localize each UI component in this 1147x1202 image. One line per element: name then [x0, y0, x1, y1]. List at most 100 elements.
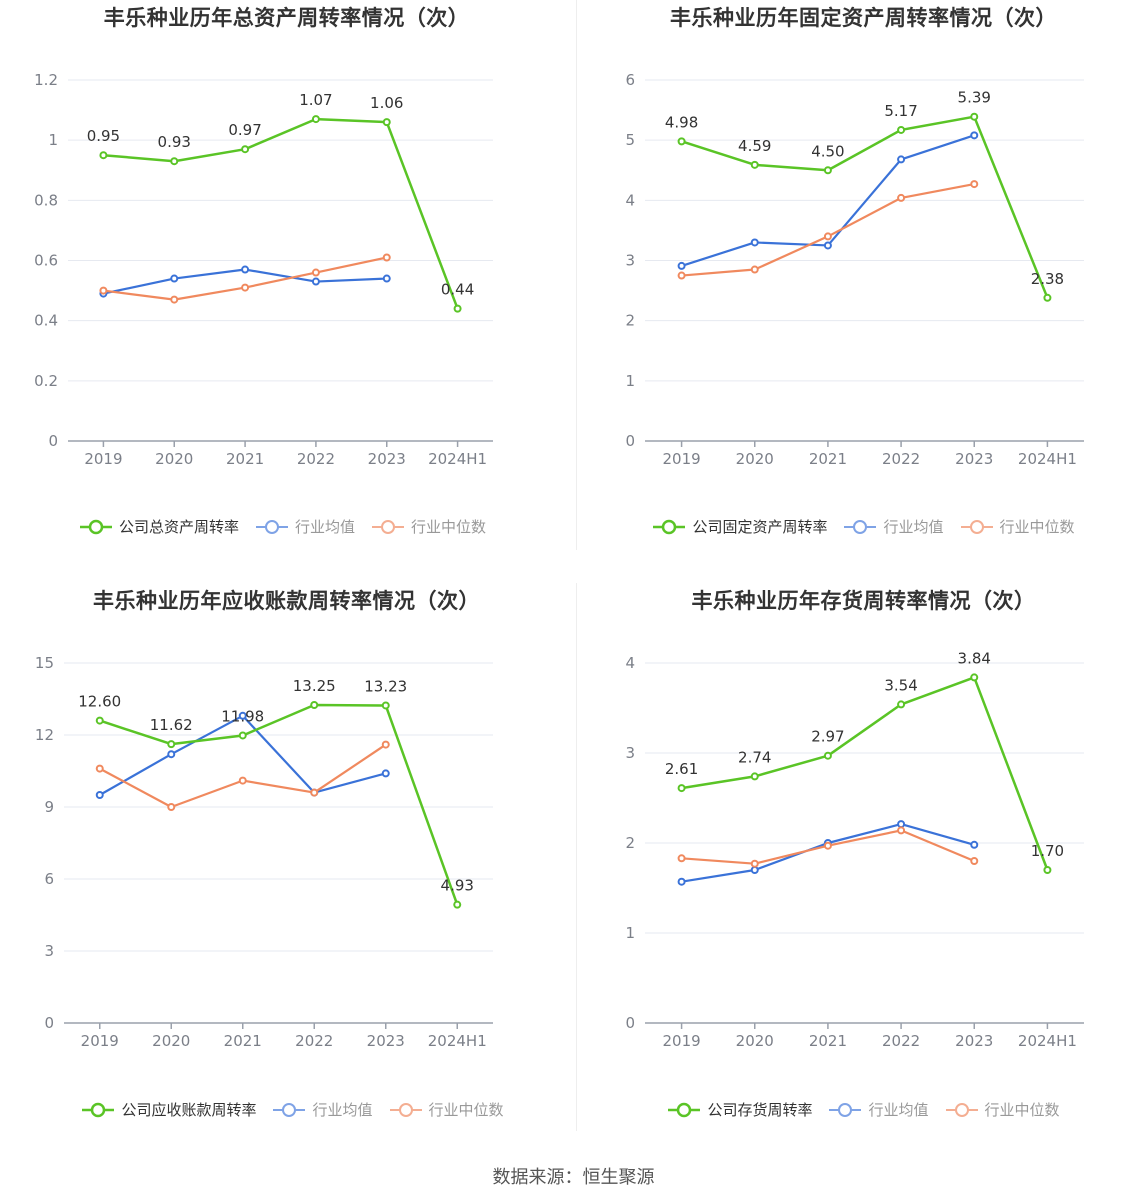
x-tick-label: 2021 — [809, 1032, 847, 1050]
data-point-median — [311, 268, 320, 277]
legend-item-avg[interactable]: 行业均值 — [843, 516, 944, 537]
data-point-avg — [95, 791, 104, 799]
data-point-avg — [382, 274, 391, 283]
chart-legend: 公司存货周转率 行业均值 行业中位数 — [577, 1099, 1147, 1120]
legend-item-company[interactable]: 公司固定资产周转率 — [652, 516, 827, 537]
legend-line-icon — [82, 1102, 115, 1117]
legend-line-icon — [960, 519, 993, 534]
data-label: 5.17 — [884, 102, 917, 120]
data-point-median — [99, 286, 108, 295]
data-point-median — [823, 841, 832, 850]
data-source-note: 数据来源：恒生聚源 — [492, 1167, 655, 1188]
y-tick-label: 6 — [625, 71, 635, 89]
x-tick-label: 2019 — [84, 450, 122, 468]
data-point-median — [750, 265, 759, 274]
chart-legend: 公司总资产周转率 行业均值 行业中位数 — [0, 516, 569, 537]
chart-panel-total-asset: 丰乐种业历年总资产周转率情况（次） 0 0.2 0.4 0.6 0.8 1 1.2 2019 2… — [0, 0, 573, 583]
legend-label: 公司固定资产周转率 — [692, 518, 828, 536]
data-label: 2.38 — [1031, 270, 1064, 288]
legend-item-median[interactable]: 行业中位数 — [389, 1099, 504, 1120]
data-point-median — [897, 193, 906, 202]
line-chart-total-asset: 0 0.2 0.4 0.6 0.8 1 1.2 2019 2020 2021 2022 2023 202… — [34, 71, 493, 468]
data-point-median — [677, 271, 686, 280]
data-point-median — [382, 253, 391, 262]
data-point-company — [453, 900, 462, 909]
chart-panel-receivable: 丰乐种业历年应收账款周转率情况（次） 0 3 6 9 12 15 2019 2020 2021 2… — [0, 583, 573, 1166]
data-label: 12.60 — [78, 693, 121, 711]
x-tick-label: 2024H1 — [1018, 450, 1077, 468]
data-point-company — [970, 112, 979, 121]
series-line-median — [99, 743, 387, 809]
y-tick-label: 0 — [625, 1014, 635, 1032]
chart-title: 丰乐种业历年固定资产周转率情况（次） — [670, 6, 1057, 30]
data-point-median — [167, 803, 176, 811]
legend-item-company[interactable]: 公司存货周转率 — [667, 1099, 812, 1120]
legend-label: 行业中位数 — [411, 518, 487, 536]
chart-title: 丰乐种业历年总资产周转率情况（次） — [103, 6, 470, 30]
x-tick-label: 2024H1 — [428, 1032, 487, 1050]
data-label: 3.84 — [958, 649, 991, 667]
legend-item-avg[interactable]: 行业均值 — [828, 1099, 929, 1120]
data-point-company — [381, 701, 390, 710]
chart-title: 丰乐种业历年应收账款周转率情况（次） — [93, 589, 480, 613]
data-point-avg — [381, 769, 390, 778]
x-tick-label: 2020 — [736, 1032, 774, 1050]
series-line-company — [103, 117, 459, 310]
legend-item-median[interactable]: 行业中位数 — [960, 516, 1075, 537]
data-label: 11.98 — [221, 707, 264, 725]
data-label: 4.59 — [738, 137, 771, 155]
legend-label: 行业中位数 — [984, 1101, 1060, 1119]
legend-item-avg[interactable]: 行业均值 — [255, 516, 355, 537]
legend-label: 公司应收账款周转率 — [121, 1101, 257, 1119]
data-label: 1.06 — [370, 94, 403, 112]
data-point-median — [238, 776, 247, 785]
legend-line-icon — [273, 1102, 306, 1117]
data-point-company — [677, 784, 686, 793]
x-tick-label: 2021 — [226, 450, 264, 468]
legend-item-median[interactable]: 行业中位数 — [371, 516, 486, 537]
x-tick-label: 2023 — [368, 450, 406, 468]
legend-line-icon — [668, 1102, 701, 1117]
data-point-median — [750, 859, 759, 868]
y-tick-label: 3 — [625, 252, 635, 270]
data-point-company — [310, 701, 319, 709]
data-point-median — [241, 283, 250, 292]
data-point-avg — [897, 155, 906, 164]
legend-item-company[interactable]: 公司应收账款周转率 — [81, 1099, 256, 1120]
data-point-company — [823, 166, 832, 175]
data-point-avg — [238, 711, 247, 720]
data-label: 4.98 — [665, 113, 698, 131]
series-line-median — [103, 256, 387, 301]
data-point-median — [823, 232, 832, 241]
x-tick-label: 2024H1 — [428, 450, 487, 468]
data-point-company — [95, 716, 104, 725]
data-label: 0.97 — [228, 121, 261, 139]
y-tick-label: 12 — [35, 726, 54, 744]
y-tick-label: 1 — [625, 372, 635, 390]
x-tick-label: 2023 — [955, 450, 993, 468]
chart-title: 丰乐种业历年存货周转率情况（次） — [691, 589, 1036, 613]
data-label: 0.95 — [87, 127, 120, 145]
legend-item-avg[interactable]: 行业均值 — [272, 1099, 373, 1120]
line-chart-fixed-asset: 0 1 2 3 4 5 6 2019 2020 2021 2022 2023 2024H1 4.98 4.5… — [625, 71, 1084, 468]
data-point-company — [1043, 866, 1052, 874]
data-point-median — [381, 740, 390, 749]
data-point-company — [897, 700, 906, 709]
legend-label: 行业中位数 — [428, 1101, 504, 1119]
data-point-company — [823, 751, 832, 760]
x-tick-label: 2023 — [955, 1032, 993, 1050]
data-point-avg — [970, 131, 979, 140]
y-tick-label: 1 — [48, 131, 58, 149]
legend-item-median[interactable]: 行业中位数 — [945, 1099, 1060, 1120]
y-tick-label: 0 — [48, 432, 58, 450]
data-label: 0.93 — [158, 133, 191, 151]
data-point-avg — [241, 265, 250, 274]
data-point-company — [1043, 293, 1052, 302]
data-point-median — [970, 857, 979, 865]
x-tick-label: 2023 — [367, 1032, 405, 1050]
legend-label: 行业均值 — [312, 1101, 373, 1119]
legend-item-company[interactable]: 公司总资产周转率 — [79, 516, 239, 537]
data-label: 1.70 — [1031, 842, 1064, 860]
data-label: 3.54 — [884, 676, 917, 694]
data-point-avg — [677, 261, 686, 270]
